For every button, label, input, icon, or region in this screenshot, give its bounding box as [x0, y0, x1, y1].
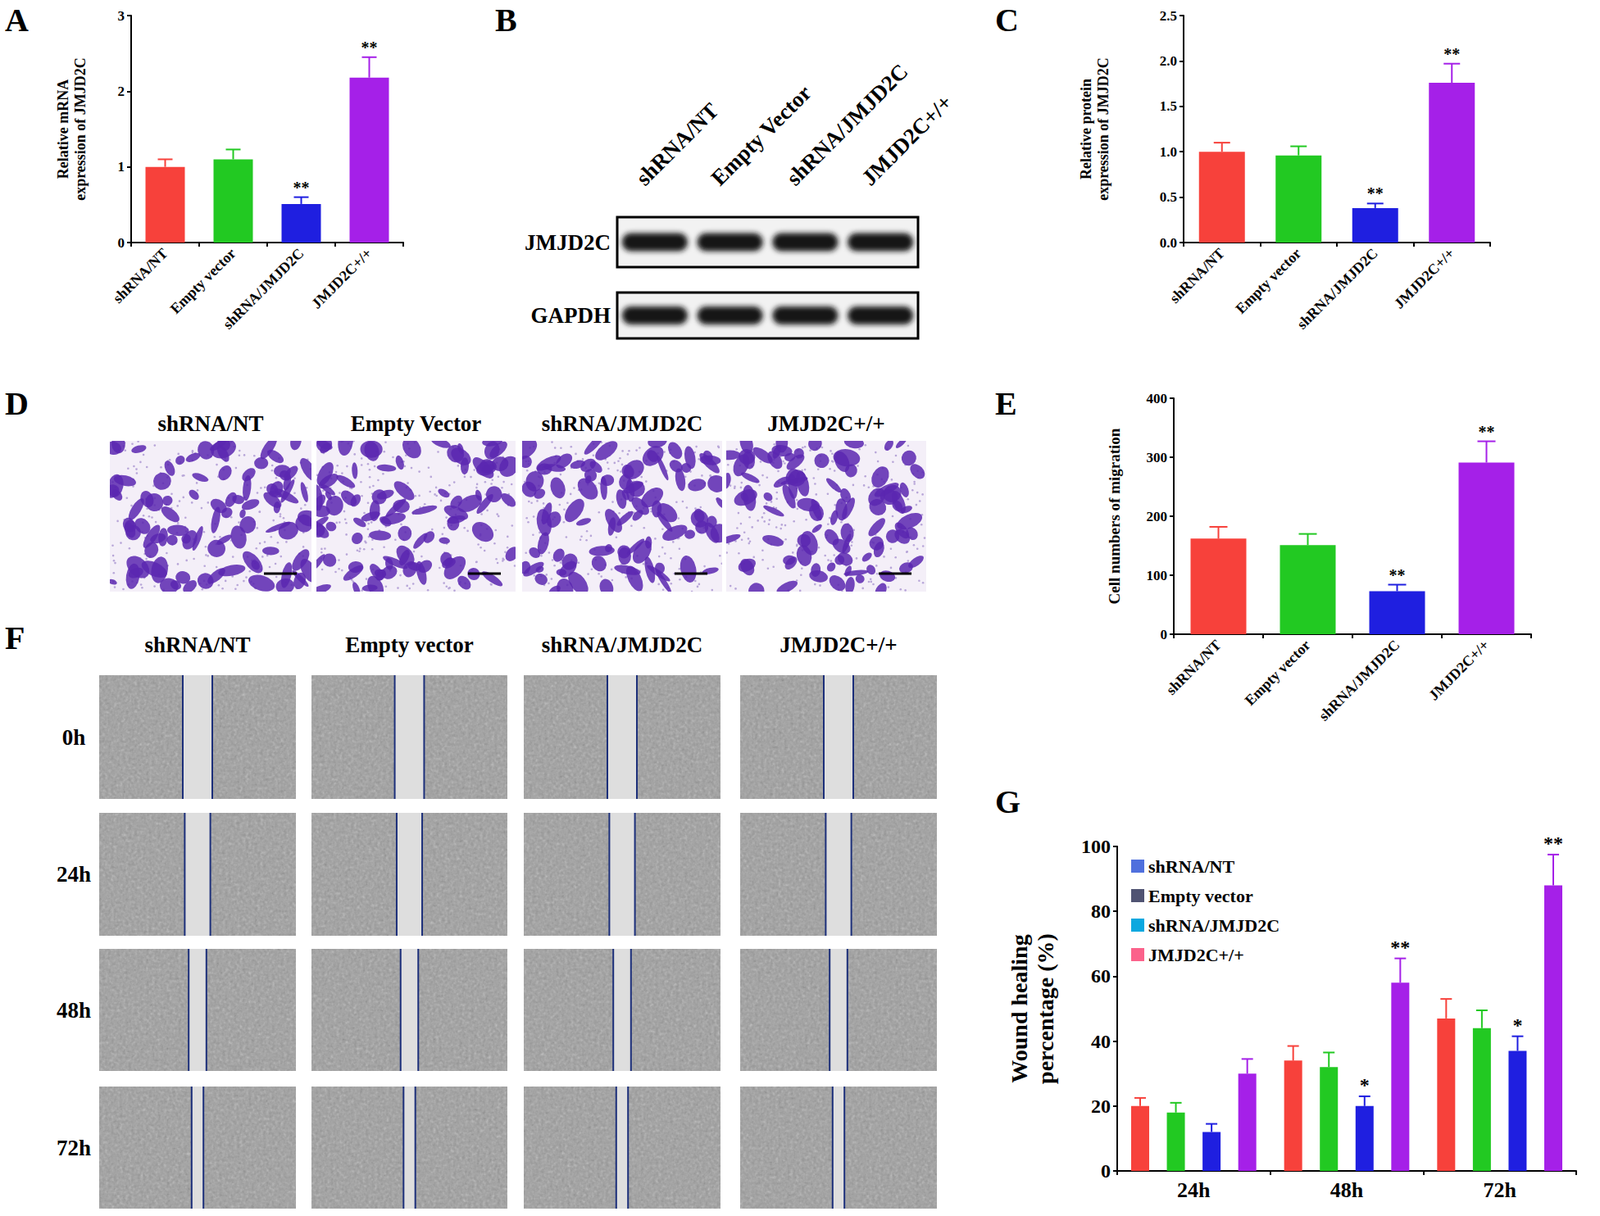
svg-text:2.0: 2.0 — [1159, 53, 1178, 69]
svg-text:Wound healing: Wound healing — [1006, 934, 1032, 1083]
svg-text:0: 0 — [1100, 1160, 1111, 1182]
svg-text:3: 3 — [118, 8, 126, 24]
svg-text:48h: 48h — [1330, 1178, 1364, 1203]
svg-text:shRNA/JMJD2C: shRNA/JMJD2C — [541, 411, 704, 437]
svg-text:**: ** — [293, 178, 310, 197]
svg-text:Empty vector: Empty vector — [345, 632, 474, 658]
svg-text:1: 1 — [118, 159, 126, 175]
svg-text:Cell numbers of migration: Cell numbers of migration — [1105, 427, 1123, 605]
svg-text:expression of JMJD2C: expression of JMJD2C — [1095, 57, 1112, 201]
svg-text:JMJD2C+/+: JMJD2C+/+ — [779, 632, 897, 658]
svg-text:48h: 48h — [56, 998, 91, 1023]
svg-text:1.5: 1.5 — [1159, 98, 1178, 114]
svg-text:200: 200 — [1146, 509, 1169, 525]
svg-text:*: * — [1512, 1014, 1523, 1037]
svg-text:1.0: 1.0 — [1159, 144, 1178, 160]
svg-text:F: F — [4, 619, 25, 657]
svg-text:Empty vector: Empty vector — [1241, 636, 1314, 710]
svg-text:72h: 72h — [56, 1136, 91, 1161]
svg-text:2.5: 2.5 — [1159, 8, 1178, 24]
svg-text:0.0: 0.0 — [1159, 235, 1178, 251]
svg-text:20: 20 — [1090, 1095, 1111, 1118]
svg-text:100: 100 — [1146, 568, 1169, 584]
svg-text:JMJD2C+/+: JMJD2C+/+ — [856, 90, 958, 191]
svg-text:JMJD2C+/+: JMJD2C+/+ — [1425, 636, 1493, 705]
svg-text:percentage (%): percentage (%) — [1032, 933, 1059, 1085]
svg-text:shRNA/JMJD2C: shRNA/JMJD2C — [541, 632, 704, 658]
svg-text:0h: 0h — [62, 725, 87, 750]
svg-text:D: D — [4, 385, 29, 423]
svg-text:expression of JMJD2C: expression of JMJD2C — [72, 57, 89, 201]
svg-text:0: 0 — [118, 235, 126, 251]
svg-text:JMJD2C+/+: JMJD2C+/+ — [308, 245, 376, 313]
svg-text:0: 0 — [1160, 627, 1169, 643]
svg-text:80: 80 — [1090, 900, 1111, 923]
svg-text:100: 100 — [1081, 836, 1111, 858]
svg-text:G: G — [995, 783, 1021, 821]
svg-text:shRNA/NT: shRNA/NT — [157, 411, 264, 437]
svg-text:JMJD2C+/+: JMJD2C+/+ — [1390, 245, 1459, 313]
svg-text:shRNA/NT: shRNA/NT — [1166, 245, 1228, 307]
svg-text:2: 2 — [118, 83, 126, 100]
svg-text:Empty vector: Empty vector — [1148, 886, 1254, 907]
svg-text:24h: 24h — [56, 862, 91, 887]
svg-text:400: 400 — [1146, 390, 1169, 407]
svg-text:C: C — [995, 1, 1019, 39]
svg-text:300: 300 — [1146, 450, 1169, 466]
svg-text:**: ** — [361, 38, 378, 57]
svg-text:shRNA/JMJD2C: shRNA/JMJD2C — [781, 59, 913, 191]
svg-text:**: ** — [1543, 832, 1564, 855]
svg-text:shRNA/JMJD2C: shRNA/JMJD2C — [1315, 636, 1404, 725]
svg-text:A: A — [4, 1, 29, 39]
svg-text:40: 40 — [1090, 1031, 1111, 1053]
svg-text:Relative protein: Relative protein — [1077, 78, 1095, 180]
svg-text:*: * — [1359, 1074, 1370, 1096]
svg-text:shRNA/NT: shRNA/NT — [1163, 636, 1225, 699]
svg-text:shRNA/NT: shRNA/NT — [144, 632, 250, 658]
svg-text:24h: 24h — [1177, 1178, 1211, 1203]
svg-text:**: ** — [1443, 45, 1460, 64]
svg-text:E: E — [995, 385, 1018, 423]
svg-text:shRNA/JMJD2C: shRNA/JMJD2C — [219, 245, 308, 333]
svg-text:72h: 72h — [1482, 1178, 1517, 1203]
svg-text:Empty vector: Empty vector — [1231, 245, 1305, 318]
svg-text:**: ** — [1478, 422, 1496, 441]
svg-text:Empty Vector: Empty Vector — [350, 411, 482, 437]
svg-text:Relative mRNA: Relative mRNA — [54, 79, 72, 179]
svg-text:JMJD2C+/+: JMJD2C+/+ — [1148, 945, 1245, 966]
svg-text:shRNA/JMJD2C: shRNA/JMJD2C — [1148, 915, 1280, 937]
svg-text:JMJD2C+/+: JMJD2C+/+ — [767, 411, 885, 437]
svg-text:**: ** — [1390, 936, 1410, 959]
svg-text:**: ** — [1389, 566, 1406, 585]
svg-text:B: B — [495, 1, 518, 39]
svg-text:JMJD2C: JMJD2C — [524, 230, 611, 255]
svg-text:shRNA/JMJD2C: shRNA/JMJD2C — [1293, 245, 1382, 333]
svg-text:GAPDH: GAPDH — [531, 303, 612, 328]
svg-text:shRNA/NT: shRNA/NT — [1148, 856, 1235, 878]
svg-text:0.5: 0.5 — [1159, 189, 1178, 205]
svg-text:60: 60 — [1090, 965, 1111, 987]
svg-text:shRNA/NT: shRNA/NT — [631, 98, 724, 191]
svg-text:shRNA/NT: shRNA/NT — [109, 245, 172, 307]
svg-text:Empty Vector: Empty Vector — [706, 80, 817, 191]
svg-text:**: ** — [1367, 184, 1384, 203]
svg-text:Empty vector: Empty vector — [167, 245, 240, 318]
